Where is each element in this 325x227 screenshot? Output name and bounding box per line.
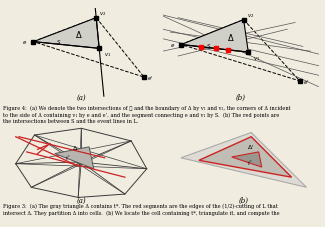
Text: $v_2$: $v_2$ (247, 12, 254, 20)
Polygon shape (199, 137, 292, 178)
Text: $e$: $e$ (170, 42, 175, 49)
Text: Figure 4:  (a) We denote the two intersections of ℓ and the boundary of Δ by v₁ : Figure 4: (a) We denote the two intersec… (3, 105, 291, 124)
Polygon shape (33, 19, 99, 49)
Text: $\Delta$: $\Delta$ (227, 32, 234, 43)
Text: (a): (a) (76, 195, 86, 203)
Text: Figure 3:  (a) The gray triangle Δ contains t*. The red segments are the edges o: Figure 3: (a) The gray triangle Δ contai… (3, 202, 280, 215)
Text: $e'$: $e'$ (303, 78, 309, 86)
Polygon shape (232, 152, 262, 167)
Polygon shape (181, 133, 306, 188)
Text: $t^*$: $t^*$ (66, 153, 72, 163)
Text: $t^*$: $t^*$ (247, 158, 254, 167)
Polygon shape (55, 147, 94, 169)
Text: (b): (b) (236, 94, 245, 101)
Polygon shape (181, 20, 248, 53)
Text: (b): (b) (239, 195, 249, 203)
Text: $v_1$: $v_1$ (253, 55, 260, 63)
Text: $\Delta$: $\Delta$ (75, 29, 83, 40)
Text: $e'$: $e'$ (147, 75, 154, 83)
Text: $e$: $e$ (22, 39, 27, 46)
Text: $\Delta'$: $\Delta'$ (248, 143, 255, 152)
Text: $v_2$: $v_2$ (99, 10, 107, 18)
Text: $v_1$: $v_1$ (104, 51, 111, 59)
Text: $S$: $S$ (56, 38, 61, 46)
Text: $S$: $S$ (206, 41, 211, 49)
Text: $\Delta$: $\Delta$ (72, 143, 78, 151)
Text: (a): (a) (76, 94, 86, 101)
